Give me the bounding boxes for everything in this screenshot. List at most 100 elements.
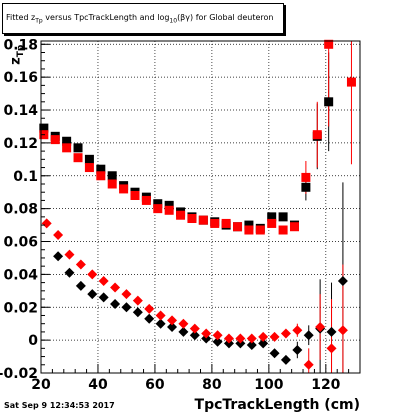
diamond-marker [98, 292, 109, 303]
diamond-marker [212, 336, 223, 347]
diamond-marker [64, 267, 75, 278]
diamond-marker [155, 310, 166, 321]
diamond-marker [110, 298, 121, 309]
square-marker [187, 214, 197, 224]
diamond-marker [132, 295, 143, 306]
x-axis-label: TpcTrackLength (cm) [194, 397, 360, 413]
y-tick-label: 0.18 [3, 37, 38, 53]
diamond-marker [167, 321, 178, 332]
diamond-marker [132, 307, 143, 318]
diamond-marker [246, 340, 257, 351]
diamond-marker [178, 318, 189, 329]
square-marker [267, 212, 277, 222]
diamond-marker [155, 318, 166, 329]
diamond-marker [41, 218, 52, 229]
square-marker [346, 77, 356, 87]
diamond-marker [269, 348, 280, 359]
square-marker [84, 154, 94, 164]
data-markers [39, 39, 356, 370]
x-tick-label: 40 [88, 377, 108, 393]
diamond-marker [75, 259, 86, 270]
y-tick-label: 0.14 [3, 103, 38, 119]
x-tick-label: 80 [202, 377, 222, 393]
square-marker [244, 220, 254, 230]
diamond-marker [121, 302, 132, 313]
date-stamp: Sat Sep 9 12:34:53 2017 [4, 401, 115, 410]
square-marker [84, 163, 94, 173]
square-marker [233, 222, 243, 232]
square-marker [96, 171, 106, 181]
diamond-marker [75, 280, 86, 291]
diamond-marker [315, 321, 326, 332]
square-marker [176, 210, 186, 220]
diamond-marker [303, 359, 314, 370]
diamond-marker [280, 328, 291, 339]
y-tick-label: 0.02 [3, 300, 38, 316]
square-marker [73, 143, 83, 153]
y-tick-label: 0 [28, 333, 38, 349]
diamond-marker [292, 325, 303, 336]
square-marker [324, 97, 334, 107]
square-marker [221, 218, 231, 228]
square-marker [324, 39, 334, 49]
diamond-marker [292, 344, 303, 355]
diamond-marker [337, 325, 348, 336]
x-tick-label: 60 [145, 377, 165, 393]
diamond-marker [98, 275, 109, 286]
diamond-marker [212, 330, 223, 341]
diamond-marker [337, 275, 348, 286]
chart-title-box: Fitted zTp versus TpcTrackLength and log… [2, 3, 284, 34]
y-tick-label: 0.16 [3, 70, 38, 86]
square-marker [278, 212, 288, 222]
y-tick-label: 0.06 [3, 235, 38, 251]
square-marker [39, 123, 49, 133]
y-tick-label: 0.08 [3, 202, 38, 218]
diamond-marker [326, 326, 337, 337]
diamond-marker [258, 338, 269, 349]
square-marker [301, 182, 311, 192]
square-marker [312, 130, 322, 140]
diamond-marker [110, 282, 121, 293]
plot-frame [40, 40, 361, 374]
diamond-marker [64, 249, 75, 260]
diamond-marker [201, 328, 212, 339]
diamond-marker [258, 331, 269, 342]
diamond-marker [87, 269, 98, 280]
y-tick-label: 0.12 [3, 136, 38, 152]
square-marker [119, 184, 129, 194]
diamond-marker [189, 323, 200, 334]
diamond-marker [269, 331, 280, 342]
square-marker [301, 172, 311, 182]
square-marker [210, 218, 220, 228]
y-tick-label: -0.02 [0, 366, 38, 382]
diamond-marker [144, 303, 155, 314]
y-tick-label: 0.1 [13, 169, 38, 185]
grid-lines [40, 41, 360, 374]
diamond-marker [53, 251, 64, 262]
square-marker [73, 153, 83, 163]
square-marker [130, 190, 140, 200]
square-marker [62, 143, 72, 153]
square-marker [198, 215, 208, 225]
square-marker [244, 225, 254, 235]
y-tick-label: 0.04 [3, 267, 38, 283]
square-marker [278, 225, 288, 235]
diamond-marker [144, 313, 155, 324]
square-marker [50, 135, 60, 145]
x-tick-label: 120 [311, 377, 340, 393]
diamond-marker [167, 315, 178, 326]
square-marker [141, 195, 151, 205]
diamond-marker [53, 229, 64, 240]
square-marker [96, 164, 106, 174]
square-marker [153, 204, 163, 214]
square-marker [153, 199, 163, 209]
square-marker [267, 218, 277, 228]
square-marker [255, 225, 265, 235]
square-marker [62, 136, 72, 146]
y-axis-label: zTp [8, 44, 26, 65]
square-marker [107, 179, 117, 189]
error-bars [296, 41, 352, 373]
square-marker [107, 171, 117, 181]
diamond-marker [246, 333, 257, 344]
